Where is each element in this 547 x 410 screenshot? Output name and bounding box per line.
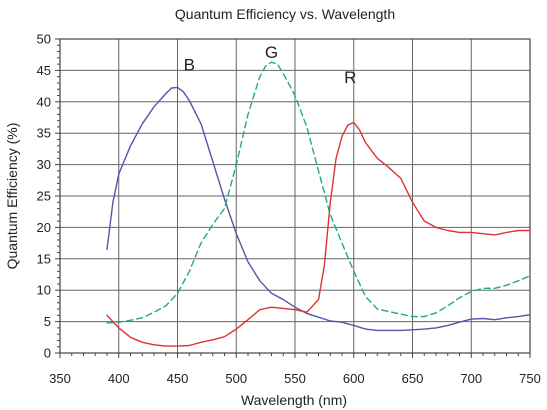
x-tick-label: 700 xyxy=(460,371,482,386)
x-tick-label: 650 xyxy=(402,371,424,386)
y-tick-label: 35 xyxy=(37,126,51,141)
y-tick-label: 0 xyxy=(44,346,51,361)
tick-labels: 350 400 450 500 550 600 650 700 750 0 5 10 15 20 25 30 3… xyxy=(37,32,541,387)
x-tick-label: 750 xyxy=(519,371,541,386)
x-tick-label: 450 xyxy=(167,371,189,386)
x-tick-label: 500 xyxy=(225,371,247,386)
series-layer xyxy=(106,61,531,347)
chart-title: Quantum Efficiency vs. Wavelength xyxy=(175,6,395,22)
plot-frame xyxy=(59,38,531,354)
y-tick-label: 50 xyxy=(37,32,51,47)
y-tick-label: 10 xyxy=(37,283,51,298)
grid xyxy=(55,38,531,358)
x-tick-label: 550 xyxy=(284,371,306,386)
x-tick-label: 600 xyxy=(343,371,365,386)
y-axis-title: Quantum Efficiency (%) xyxy=(4,123,20,270)
annotation-label-b: B xyxy=(184,55,195,74)
y-tick-label: 25 xyxy=(37,189,51,204)
y-tick-label: 40 xyxy=(37,94,51,109)
x-tick-label: 400 xyxy=(108,371,130,386)
y-tick-label: 5 xyxy=(44,314,51,329)
annotations: B G R xyxy=(184,43,357,87)
series-line-r xyxy=(106,121,531,347)
y-tick-label: 30 xyxy=(37,157,51,172)
annotation-label-g: G xyxy=(265,43,278,62)
y-tick-label: 15 xyxy=(37,251,51,266)
annotation-label-r: R xyxy=(344,68,356,87)
x-tick-label: 350 xyxy=(49,371,71,386)
y-tick-label: 20 xyxy=(37,220,51,235)
y-tick-label: 45 xyxy=(37,63,51,78)
x-axis-title: Wavelength (nm) xyxy=(241,392,347,408)
